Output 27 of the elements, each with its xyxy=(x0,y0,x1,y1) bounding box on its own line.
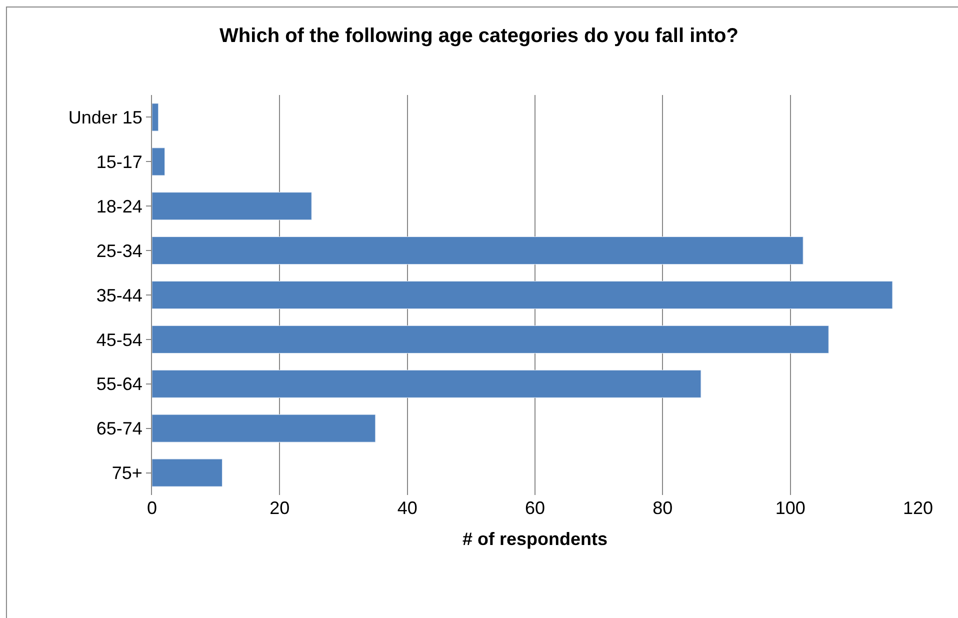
x-tick-label: 120 xyxy=(902,498,934,518)
x-tick-label: 80 xyxy=(652,498,673,518)
x-tick-label: 40 xyxy=(397,498,418,518)
bar xyxy=(152,280,893,310)
bar xyxy=(152,148,166,176)
bar xyxy=(152,458,222,487)
bar xyxy=(152,103,159,132)
bar xyxy=(152,370,702,398)
x-tick-label: 60 xyxy=(524,498,546,518)
y-tick-label: 45-54 xyxy=(96,330,142,350)
bar xyxy=(152,192,312,220)
x-tick-label: 20 xyxy=(270,498,290,518)
y-tick-label: 18-24 xyxy=(96,196,142,216)
y-tick-label: 55-64 xyxy=(96,374,142,394)
x-axis-title: # of respondents xyxy=(462,529,608,550)
y-tick-label: 75+ xyxy=(112,463,142,484)
bar xyxy=(152,236,804,265)
y-tick-label: Under 15 xyxy=(68,108,142,128)
bar xyxy=(152,325,829,354)
y-tick-label: 35-44 xyxy=(96,285,142,306)
x-tick-label: 100 xyxy=(775,498,806,518)
y-tick-label: 65-74 xyxy=(96,418,142,439)
chart-title: Which of the following age categories do you fall into? xyxy=(220,24,738,47)
bar xyxy=(152,414,376,442)
y-tick-label: 25-34 xyxy=(96,240,142,261)
x-tick-label: 0 xyxy=(146,498,158,518)
y-tick-label: 15-17 xyxy=(96,152,142,172)
